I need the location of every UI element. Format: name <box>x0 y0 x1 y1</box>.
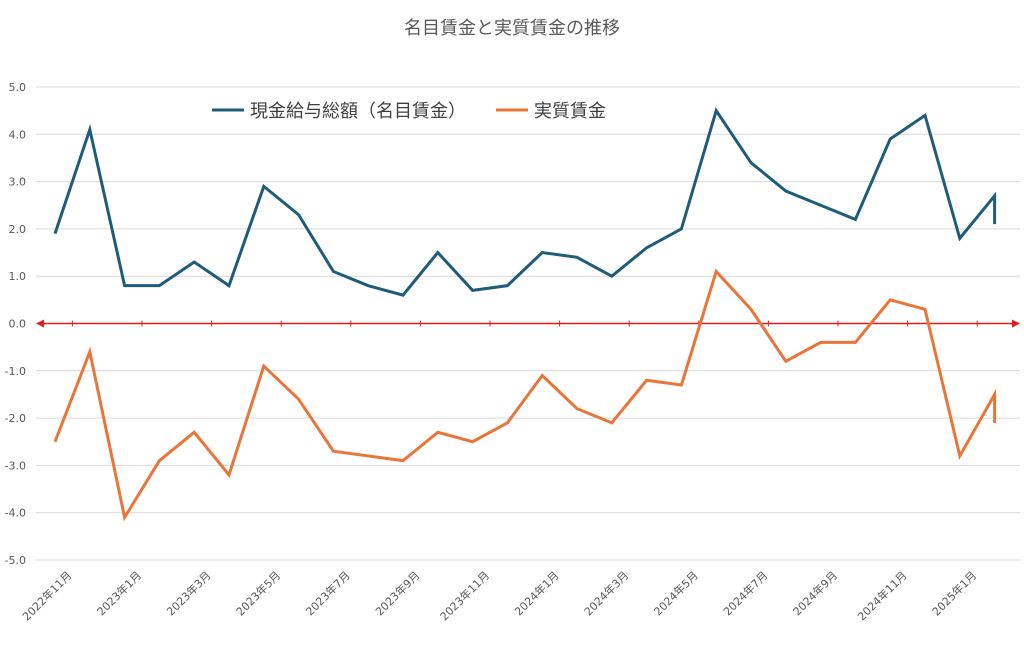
y-tick-label: 3.0 <box>9 176 27 189</box>
x-tick-label: 2023年1月 <box>94 568 144 618</box>
legend-label-nominal: 現金給与総額（名目賃金） <box>250 101 466 122</box>
y-tick-label: -3.0 <box>5 459 26 472</box>
y-axis-ticks: 5.0 4.0 3.0 2.0 1.0 0.0 -1.0 -2.0 -3.0 -4.0 -5.0 <box>5 81 26 567</box>
x-tick-label: 2024年3月 <box>581 568 631 618</box>
y-tick-label: 2.0 <box>9 223 27 236</box>
x-tick-label: 2023年11月 <box>437 568 492 623</box>
y-tick-label: -1.0 <box>5 365 26 378</box>
series-line-nominal <box>53 107 997 297</box>
x-tick-label: 2023年7月 <box>303 568 353 618</box>
y-tick-label: 5.0 <box>9 81 27 94</box>
zero-line-left-arrow <box>36 319 44 328</box>
x-tick-label: 2024年1月 <box>512 568 562 618</box>
legend-label-real: 実質賃金 <box>534 101 606 122</box>
y-tick-label: -2.0 <box>5 412 26 425</box>
x-tick-label: 2023年9月 <box>372 568 422 618</box>
series-layer <box>53 107 997 522</box>
x-tick-label: 2024年5月 <box>651 568 701 618</box>
y-tick-label: 1.0 <box>9 270 27 283</box>
y-tick-label: 0.0 <box>9 318 27 331</box>
x-tick-label: 2023年5月 <box>233 568 283 618</box>
zero-line-right-arrow <box>1012 319 1020 328</box>
y-tick-label: -5.0 <box>5 554 26 567</box>
x-tick-label: 2024年11月 <box>855 568 910 623</box>
zero-axis <box>36 319 1020 328</box>
legend: 現金給与総額（名目賃金） 実質賃金 <box>212 101 606 122</box>
x-tick-label: 2024年9月 <box>790 568 840 618</box>
x-tick-label: 2024年7月 <box>720 568 770 618</box>
x-tick-label: 2023年3月 <box>164 568 214 618</box>
x-tick-label: 2025年1月 <box>929 568 979 618</box>
y-tick-label: -4.0 <box>5 507 26 520</box>
series-line-real <box>53 268 997 522</box>
y-tick-label: 4.0 <box>9 128 27 141</box>
x-axis-ticks: 2022年11月 2023年1月 2023年3月 2023年5月 2023年7月 2023… <box>19 568 979 623</box>
x-tick-label: 2022年11月 <box>19 568 74 623</box>
chart-title: 名目賃金と実質賃金の推移 <box>404 18 620 39</box>
